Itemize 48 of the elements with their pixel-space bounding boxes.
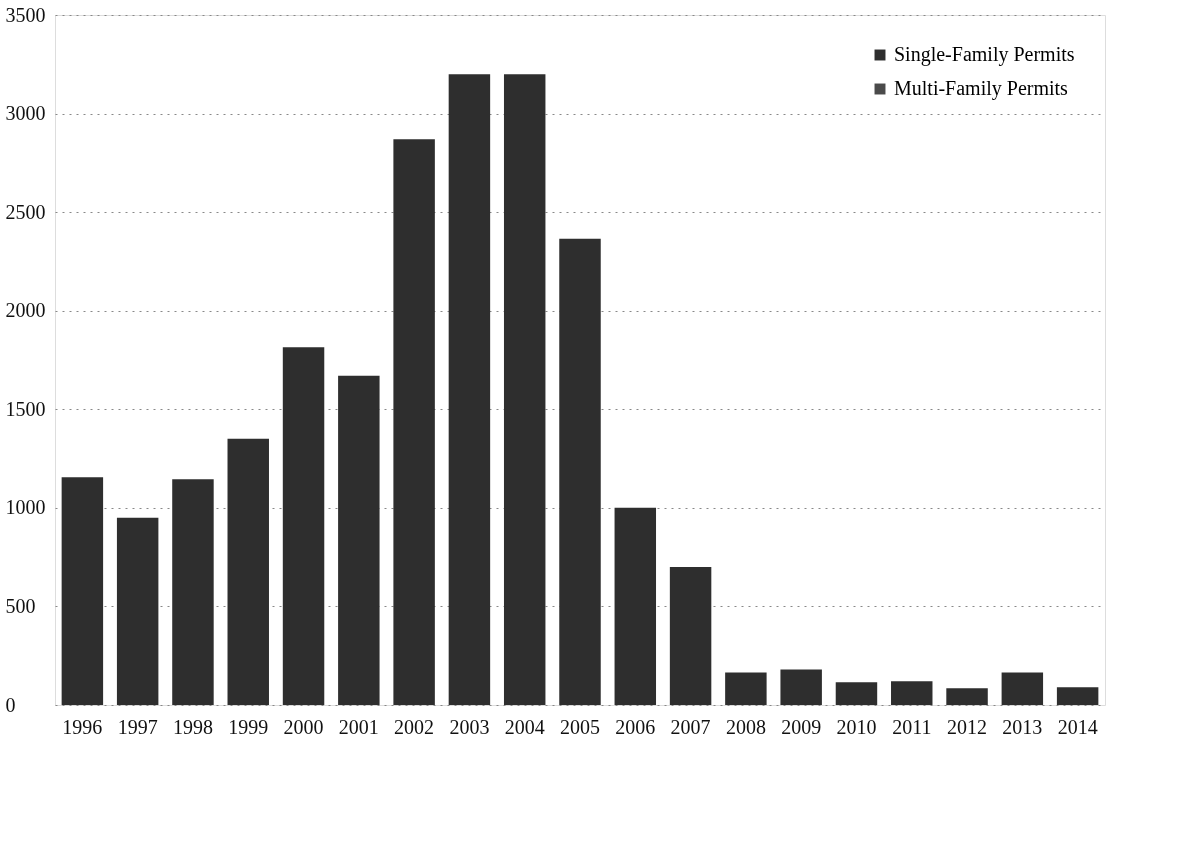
bar xyxy=(559,238,601,705)
x-tick-label: 2005 xyxy=(560,715,600,738)
bar xyxy=(172,479,214,705)
y-tick-label: 1000 xyxy=(5,496,46,519)
bar xyxy=(116,517,159,705)
x-tick-label: 2010 xyxy=(836,715,877,738)
bar xyxy=(61,477,104,705)
x-tick-label: 2001 xyxy=(338,715,379,738)
x-tick-label: 2000 xyxy=(283,715,324,738)
bar xyxy=(1001,672,1044,705)
y-tick-label: 2500 xyxy=(5,200,46,223)
x-tick-label: 2014 xyxy=(1057,715,1098,738)
x-tick-label: 2004 xyxy=(504,715,545,738)
y-tick-label: 2000 xyxy=(5,299,46,322)
x-tick-label: 1998 xyxy=(172,715,213,738)
y-tick-label: 3000 xyxy=(5,102,46,125)
x-tick-label: 2008 xyxy=(725,715,766,738)
legend-label: Multi-Family Permits xyxy=(894,77,1069,100)
bar xyxy=(227,438,269,705)
x-tick-label: 1996 xyxy=(62,715,103,738)
bar xyxy=(780,669,822,705)
y-tick-label: 500 xyxy=(5,594,36,617)
bar xyxy=(448,74,491,705)
x-tick-label: 2012 xyxy=(947,715,988,738)
bar xyxy=(338,375,380,705)
x-tick-label: 2011 xyxy=(892,715,932,738)
bar xyxy=(725,672,767,705)
bar xyxy=(393,139,435,705)
legend-label: Single-Family Permits xyxy=(894,43,1075,66)
x-tick-label: 1999 xyxy=(228,715,269,738)
x-tick-label: 2013 xyxy=(1002,715,1043,738)
y-tick-label: 1500 xyxy=(5,397,46,420)
bar xyxy=(669,567,712,705)
bar xyxy=(946,688,988,705)
x-tick-label: 1997 xyxy=(117,715,158,738)
x-tick-label: 2002 xyxy=(394,715,435,738)
x-tick-label: 2006 xyxy=(615,715,656,738)
bar xyxy=(282,347,325,705)
bar xyxy=(835,682,878,705)
bar xyxy=(1056,687,1099,705)
x-tick-label: 2007 xyxy=(670,715,711,738)
bar xyxy=(503,74,546,705)
y-tick-label: 3500 xyxy=(5,3,46,26)
y-tick-label: 0 xyxy=(5,693,16,716)
bar xyxy=(891,681,933,705)
x-tick-label: 2003 xyxy=(449,715,490,738)
x-tick-label: 2009 xyxy=(781,715,822,738)
bar xyxy=(614,507,657,705)
